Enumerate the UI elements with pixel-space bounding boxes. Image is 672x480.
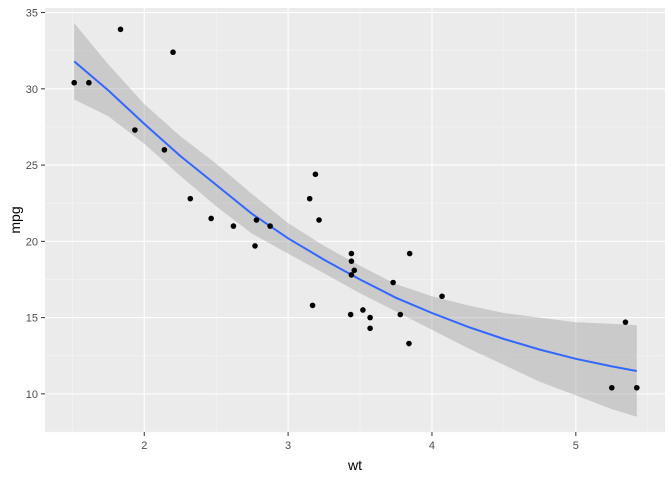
data-point xyxy=(267,223,273,229)
data-point xyxy=(439,293,445,300)
plot-panel xyxy=(45,8,665,432)
y-axis-ticks: 10 15 20 25 30 35 xyxy=(26,8,45,401)
data-point xyxy=(252,243,258,249)
x-axis-title: wt xyxy=(347,457,362,473)
data-point xyxy=(208,215,214,222)
data-point xyxy=(230,223,237,229)
y-tick-label: 25 xyxy=(26,160,38,172)
data-point xyxy=(634,384,640,391)
data-point xyxy=(117,26,124,33)
data-point xyxy=(312,171,319,178)
data-point xyxy=(348,258,355,264)
data-point xyxy=(367,314,373,321)
y-tick-label: 15 xyxy=(26,313,38,325)
data-point xyxy=(161,147,168,153)
data-point xyxy=(367,325,373,332)
y-tick-label: 10 xyxy=(26,389,38,401)
confidence-band xyxy=(74,23,637,417)
y-axis-title: mpg xyxy=(7,206,23,233)
x-tick-label: 4 xyxy=(429,440,435,452)
data-point xyxy=(309,302,316,309)
x-tick-label: 3 xyxy=(285,440,291,452)
data-point xyxy=(406,250,413,257)
minor-gridlines xyxy=(45,8,665,433)
data-point xyxy=(608,384,615,391)
data-point xyxy=(253,217,260,223)
data-point xyxy=(622,319,629,325)
data-point xyxy=(316,217,322,223)
data-point xyxy=(86,79,92,86)
data-point xyxy=(348,250,355,257)
data-point xyxy=(306,195,313,202)
x-tick-label: 2 xyxy=(141,440,147,452)
x-axis-ticks: 2 3 4 5 xyxy=(141,432,579,452)
data-point xyxy=(406,340,412,347)
data-point xyxy=(347,311,354,318)
data-point xyxy=(348,272,355,278)
data-point xyxy=(360,307,366,313)
y-tick-label: 20 xyxy=(26,236,38,248)
data-point xyxy=(187,195,194,202)
data-point xyxy=(71,79,78,86)
major-gridlines xyxy=(45,8,665,432)
data-point xyxy=(351,267,358,274)
data-point xyxy=(170,49,176,56)
data-point xyxy=(132,127,138,133)
x-tick-label: 5 xyxy=(573,440,579,452)
data-point xyxy=(397,311,404,318)
data-point xyxy=(390,279,396,286)
y-tick-label: 35 xyxy=(26,8,38,20)
y-tick-label: 30 xyxy=(26,84,38,96)
scatter-points xyxy=(71,26,640,391)
smooth-line xyxy=(73,60,637,372)
